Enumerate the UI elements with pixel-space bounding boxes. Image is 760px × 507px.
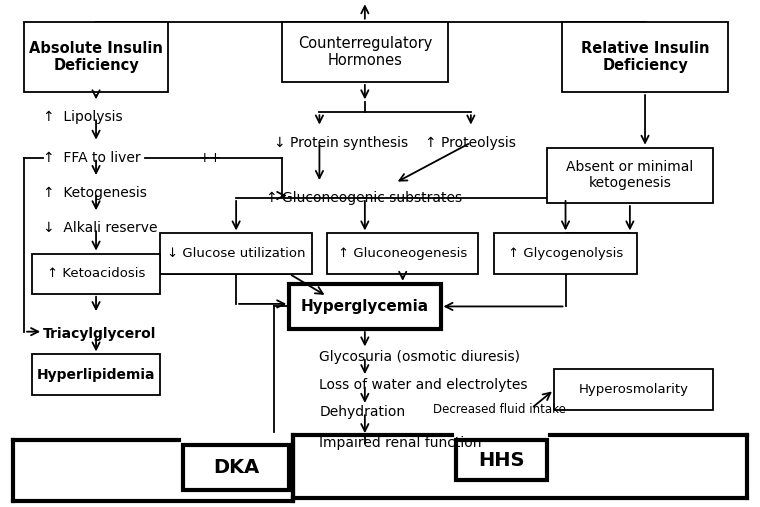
Text: Loss of water and electrolytes: Loss of water and electrolytes xyxy=(319,378,528,391)
Text: Impaired renal function: Impaired renal function xyxy=(319,436,482,450)
Text: ↓ Glucose utilization: ↓ Glucose utilization xyxy=(167,247,306,260)
FancyBboxPatch shape xyxy=(493,233,638,274)
Text: Dehydration: Dehydration xyxy=(319,405,406,419)
Text: Counterregulatory
Hormones: Counterregulatory Hormones xyxy=(298,35,432,68)
FancyBboxPatch shape xyxy=(562,22,728,92)
FancyBboxPatch shape xyxy=(24,22,168,92)
FancyBboxPatch shape xyxy=(160,233,312,274)
Text: Hyperosmolarity: Hyperosmolarity xyxy=(578,383,689,396)
FancyBboxPatch shape xyxy=(554,370,713,410)
FancyBboxPatch shape xyxy=(281,22,448,82)
FancyBboxPatch shape xyxy=(183,445,289,490)
Text: Relative Insulin
Deficiency: Relative Insulin Deficiency xyxy=(581,41,709,73)
Text: ↑ Proteolysis: ↑ Proteolysis xyxy=(426,135,516,150)
FancyBboxPatch shape xyxy=(289,284,441,329)
Text: ↑  Lipolysis: ↑ Lipolysis xyxy=(43,111,122,124)
FancyBboxPatch shape xyxy=(456,440,546,481)
Text: Hyperglycemia: Hyperglycemia xyxy=(301,299,429,314)
Text: ↓  Alkali reserve: ↓ Alkali reserve xyxy=(43,221,157,235)
Text: Triacylglycerol: Triacylglycerol xyxy=(43,327,157,341)
Text: ++: ++ xyxy=(198,151,221,165)
FancyBboxPatch shape xyxy=(546,148,713,203)
Text: Absent or minimal
ketogenesis: Absent or minimal ketogenesis xyxy=(566,160,694,191)
Text: DKA: DKA xyxy=(213,458,259,477)
Text: ↑ Ketoacidosis: ↑ Ketoacidosis xyxy=(47,267,145,280)
Text: ↓ Protein synthesis: ↓ Protein synthesis xyxy=(274,135,408,150)
Text: Absolute Insulin
Deficiency: Absolute Insulin Deficiency xyxy=(29,41,163,73)
Text: HHS: HHS xyxy=(478,451,524,469)
Text: ↑  FFA to liver: ↑ FFA to liver xyxy=(43,151,141,165)
Text: Hyperlipidemia: Hyperlipidemia xyxy=(36,368,155,381)
Text: Decreased fluid intake: Decreased fluid intake xyxy=(433,403,566,416)
Text: ↑ Glycogenolysis: ↑ Glycogenolysis xyxy=(508,247,623,260)
Text: Glycosuria (osmotic diuresis): Glycosuria (osmotic diuresis) xyxy=(319,350,521,364)
FancyBboxPatch shape xyxy=(32,354,160,394)
Text: ↑ Gluconeogenic substrates: ↑ Gluconeogenic substrates xyxy=(267,191,463,205)
Text: ↑  Ketogenesis: ↑ Ketogenesis xyxy=(43,186,147,200)
FancyBboxPatch shape xyxy=(32,254,160,294)
Text: ↑ Gluconeogenesis: ↑ Gluconeogenesis xyxy=(338,247,467,260)
FancyBboxPatch shape xyxy=(327,233,479,274)
